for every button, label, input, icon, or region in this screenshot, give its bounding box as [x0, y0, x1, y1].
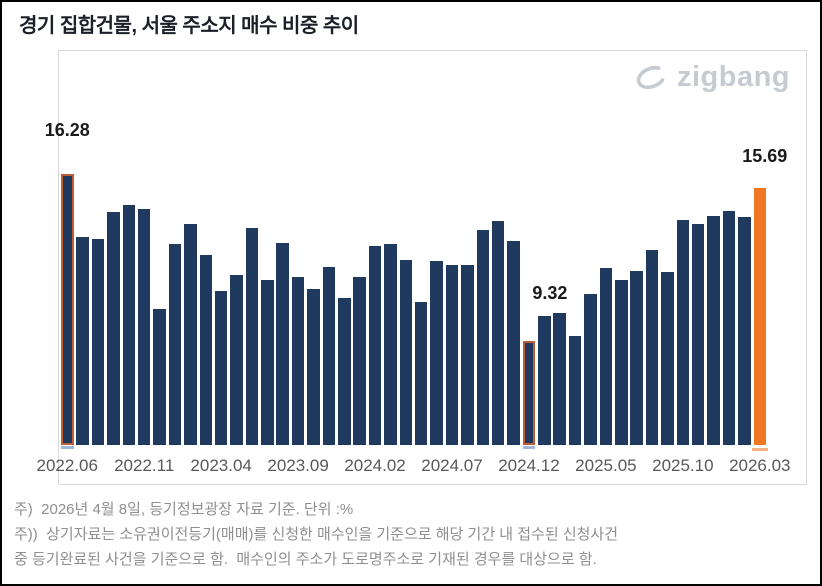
bar-2024.01: [353, 277, 366, 445]
bar-2026.01: [722, 210, 736, 445]
x-tick-2022.11: 2022.11: [114, 456, 175, 475]
bar-2024.04: [399, 259, 413, 445]
x-tick-2024.07: 2024.07: [421, 456, 483, 475]
value-label-15.69: 15.69: [742, 146, 788, 167]
bar-2026.03: [751, 188, 769, 451]
bar-2022.08: [91, 238, 105, 445]
bar-2023.10: [307, 289, 320, 445]
bar-2022.10: [122, 204, 136, 445]
bars-layer: [59, 167, 806, 451]
bar-2023.08: [276, 242, 289, 445]
bar-2023.03: [199, 254, 212, 445]
bar-2023.12: [338, 297, 351, 445]
zigbang-logo-text: zigbang: [676, 61, 790, 93]
bar-2025.12: [707, 215, 720, 445]
highlight-base-strip: [751, 448, 769, 451]
footnotes: 주) 2026년 4월 8일, 등기정보광장 자료 기준. 단위 :% 주)) …: [14, 497, 618, 572]
bar-2023.06: [245, 227, 259, 445]
bar-2025.10: [676, 219, 690, 445]
bar-2025.09: [661, 271, 674, 445]
bar-2024.02: [368, 245, 382, 445]
bar-2024.09: [476, 229, 490, 445]
x-tick-2025.05: 2025.05: [575, 456, 637, 475]
page-title: 경기 집합건물, 서울 주소지 매수 비중 추이: [19, 15, 359, 37]
bar-2025.02: [553, 313, 566, 445]
bar-2024.10: [491, 220, 505, 445]
bar-2025.06: [615, 279, 628, 445]
bar-2025.07: [630, 271, 643, 445]
bar-2024.12: [522, 341, 536, 449]
bar-2025.11: [691, 223, 705, 445]
bar-2026.02: [738, 216, 751, 445]
bar-2023.11: [322, 266, 336, 445]
bar-2025.05: [599, 267, 613, 445]
zigbang-swirl-icon: [633, 62, 670, 93]
bar-2025.04: [584, 293, 597, 445]
x-tick-2024.02: 2024.02: [344, 456, 406, 475]
bar-2024.08: [461, 265, 474, 445]
bar-2023.04: [214, 290, 228, 445]
bar-2022.06: [61, 174, 74, 449]
bar-2023.07: [261, 279, 274, 445]
bar-2023.05: [230, 274, 243, 445]
footnote-3: 중 등기완료된 사건을 기준으로 함. 매수인의 주소가 도로명주소로 기재된 …: [14, 551, 597, 568]
x-tick-2023.09: 2023.09: [267, 456, 329, 475]
highlight-base-strip: [522, 446, 536, 449]
footnote-1: 주) 2026년 4월 8일, 등기정보광장 자료 기준. 단위 :%: [14, 501, 354, 518]
value-label-9.32: 9.32: [532, 283, 568, 304]
bar-2022.07: [76, 236, 89, 445]
bar-2023.09: [291, 277, 305, 445]
bar-2024.11: [507, 240, 520, 445]
bar-2025.03: [568, 336, 582, 445]
bar-2024.07: [445, 265, 459, 445]
footnote-2: 주)) 상기자료는 소유권이전등기(매매)를 신청한 매수인을 기준으로 해당 …: [14, 526, 619, 543]
bar-2022.11: [137, 208, 151, 445]
bar-2024.03: [384, 243, 397, 445]
x-tick-2023.04: 2023.04: [190, 456, 252, 475]
x-tick-2024.12: 2024.12: [498, 456, 560, 475]
x-tick-2025.10: 2025.10: [652, 456, 714, 475]
x-tick-2026.03: 2026.03: [729, 456, 791, 475]
highlight-base-strip: [61, 446, 74, 449]
bar-2024.06: [430, 260, 443, 445]
zigbang-logo: zigbang: [633, 61, 790, 94]
bar-2023.02: [184, 223, 197, 445]
x-tick-2022.06: 2022.06: [36, 456, 98, 475]
chart-area: zigbang 2022.06 2022.11 2023.04 2023.09 2024…: [37, 50, 807, 485]
bar-2024.05: [414, 301, 428, 445]
bar-2025.08: [645, 249, 659, 445]
bar-2022.12: [153, 308, 166, 445]
bar-2022.09: [107, 211, 120, 445]
bar-2025.01: [538, 315, 551, 445]
value-label-16.28: 16.28: [44, 120, 90, 141]
bar-2023.01: [168, 243, 182, 445]
